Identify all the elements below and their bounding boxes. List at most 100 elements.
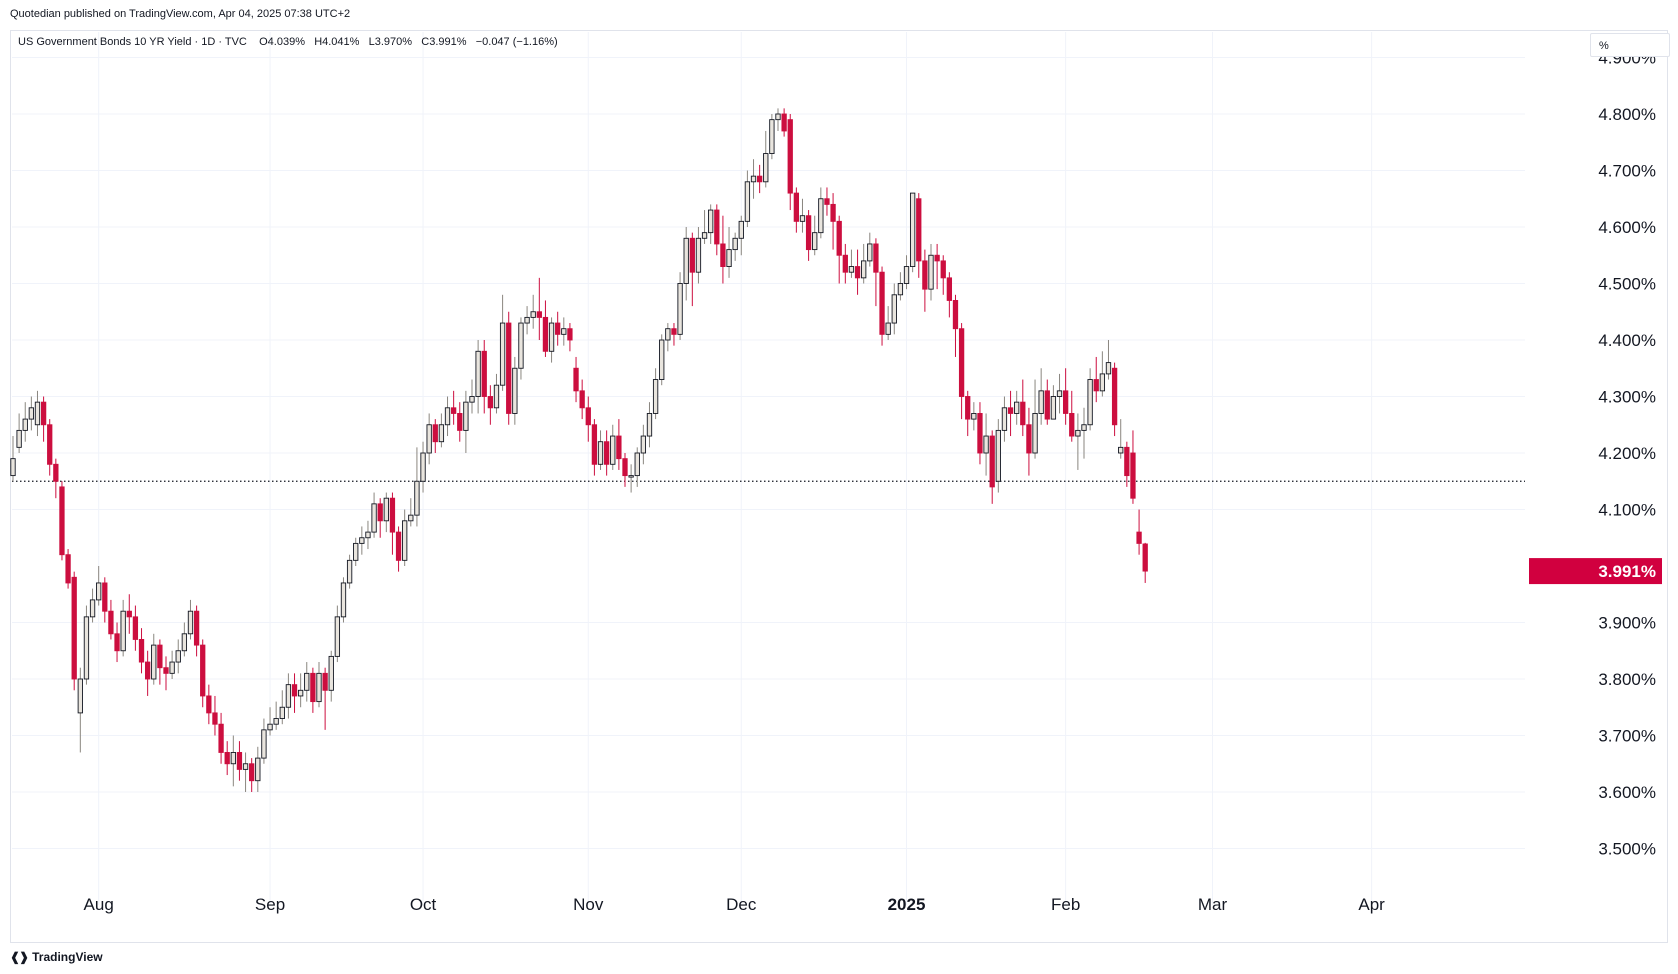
candle [40,396,47,442]
candle [304,662,310,702]
y-tick-label: 4.700% [1598,162,1656,181]
candle [126,594,132,634]
candle-body [879,271,885,335]
candle-body [475,350,481,397]
candle-body [310,672,316,703]
candle-body [114,633,120,652]
candle [1056,373,1063,414]
candle [132,605,139,651]
candle [665,323,671,352]
candle [175,639,181,674]
candle [750,159,757,199]
candle [1001,396,1008,442]
x-tick-label: Feb [1051,895,1080,914]
candle-body [622,458,628,477]
candle [726,227,732,278]
candle-body [267,723,273,731]
candle-body [53,463,59,482]
candle-body [83,616,90,680]
candle-body [22,418,28,431]
candle [1038,368,1044,425]
candle-body [71,576,77,680]
candle-body [206,695,212,714]
y-tick-label: 3.500% [1598,840,1656,859]
candle [1081,407,1087,459]
candle-body [989,435,995,488]
candle-body [181,633,188,652]
candle-body [781,113,787,132]
unit-selector[interactable]: % [1590,33,1670,57]
candle-body [1105,362,1112,375]
candle [506,311,512,425]
candle [738,215,744,256]
candle-body [1056,390,1063,397]
price-axis: 4.900%4.800%4.700%4.600%4.500%4.400%4.30… [1598,49,1656,859]
candle [120,599,126,657]
candle-body [187,610,194,635]
candle [334,605,341,663]
grid-lines [12,32,1525,905]
candle [873,238,879,307]
candle-body [10,458,16,477]
candle [487,385,494,425]
candle-body [304,672,310,691]
candle-body [236,752,243,770]
x-tick-label: Dec [726,895,757,914]
candle-body [144,661,151,680]
candle-body [579,390,585,409]
candle [1007,390,1014,437]
candle-body [1062,390,1069,414]
tradingview-brand[interactable]: ❰❱ TradingView [10,950,103,964]
candle-body [322,672,328,691]
candle-body [518,322,524,369]
candle-body [316,672,322,703]
candle [144,650,151,696]
candle-body [1001,407,1008,431]
candle [652,368,659,420]
candle [555,311,561,346]
candle-body [530,311,536,318]
candle [255,746,261,792]
x-tick-label: 2025 [888,895,926,914]
y-tick-label: 3.600% [1598,783,1656,802]
candle [383,492,389,533]
candle-body [359,537,365,544]
candle [867,232,873,267]
x-tick-label: Sep [255,895,285,914]
candle [402,509,408,566]
candle-body [897,283,904,296]
candle-body [77,678,83,714]
candle-body [444,407,451,426]
candle-body [1069,413,1075,437]
candle [971,402,977,431]
candle [475,340,481,414]
candle-body [561,328,567,335]
candle [1105,340,1112,380]
candle-body [438,424,445,443]
candle [597,430,604,470]
candle-body [965,396,971,420]
chart-frame [10,30,1668,943]
candle [689,232,695,307]
candle [640,424,647,465]
candle-body [126,610,132,618]
y-tick-label: 3.800% [1598,670,1656,689]
candle [1062,368,1069,425]
legend-close: C3.991% [421,36,467,48]
candle [138,628,145,674]
candle [708,204,714,244]
candle-body [891,294,897,324]
candle-body [695,237,702,273]
candle [169,650,175,679]
candle-body [854,266,861,279]
candle-body [793,192,800,222]
candle [903,255,910,290]
candle [756,164,763,194]
candle [481,340,487,414]
candle-body [597,441,604,465]
candle [1093,356,1099,403]
candle [683,227,689,301]
candle-body [408,514,414,522]
candle-body [200,644,206,697]
